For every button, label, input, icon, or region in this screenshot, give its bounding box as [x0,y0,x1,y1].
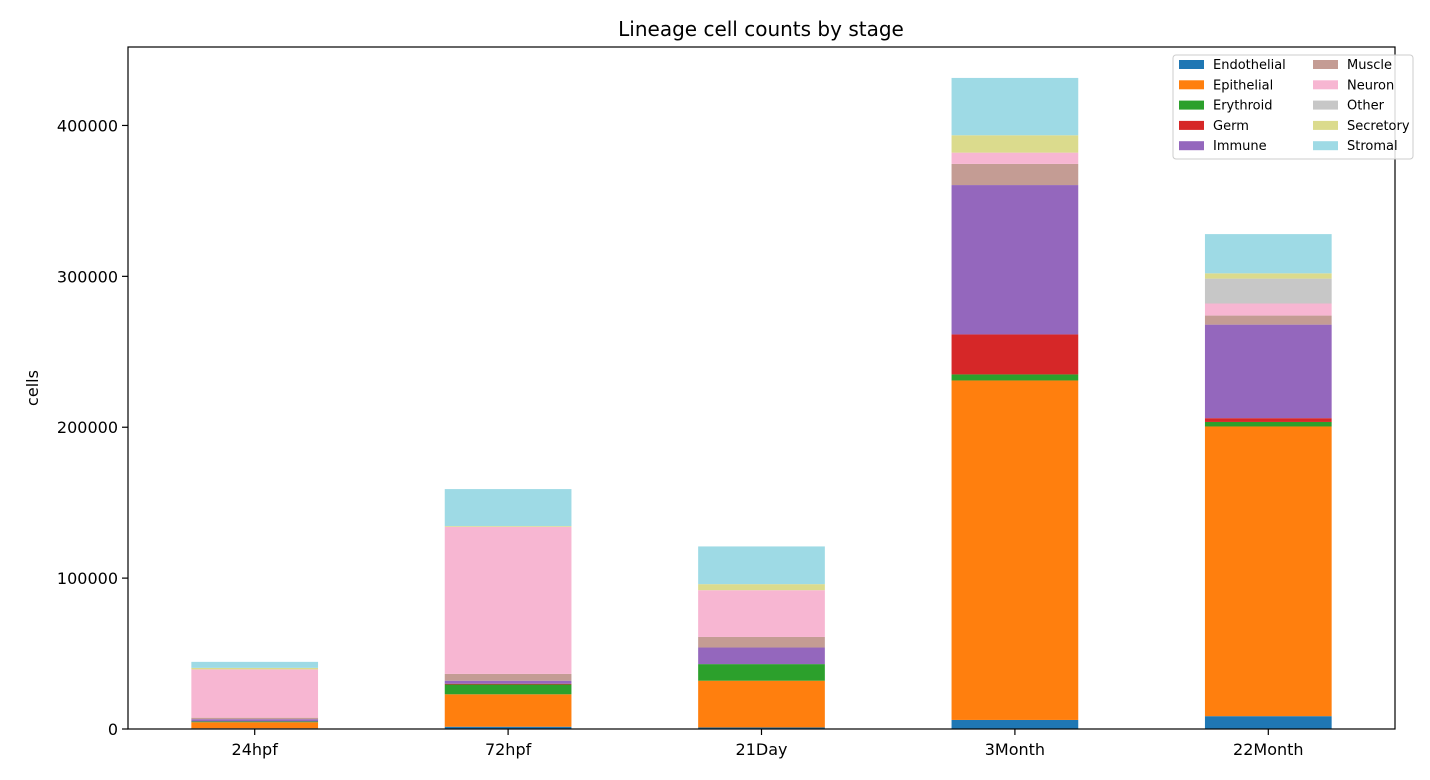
bar-segment [951,185,1079,335]
bar-segment [444,694,572,727]
bar-segment [698,590,825,637]
chart-title: Lineage cell counts by stage [618,17,904,41]
bar-segment [444,684,572,695]
bar-segment [1204,324,1332,419]
legend-swatch [1179,80,1204,90]
bar-segment [444,683,572,685]
bar-segment [698,636,825,648]
bar-segment [951,77,1079,136]
bar-segment [1204,418,1332,422]
bar-segment [1204,426,1332,717]
legend-swatch [1313,60,1338,69]
y-tick-label: 0 [108,720,118,739]
y-tick-label: 300000 [57,267,118,286]
y-tick-label: 400000 [57,116,118,135]
bar-segment [951,380,1079,720]
legend-label: Stromal [1347,139,1398,154]
bar-segment [191,661,319,668]
bar-segment [191,669,319,718]
bar-segment [1204,234,1332,274]
bar-segment [1204,273,1332,279]
bar-segment [1204,716,1332,729]
legend-label: Neuron [1347,78,1394,93]
bar-segment [191,667,319,670]
x-tick-label: 3Month [985,740,1045,759]
legend-frame [1172,54,1414,160]
legend-label: Other [1347,99,1385,114]
legend-swatch [1179,141,1204,151]
legend-swatch [1313,141,1338,151]
bar-segment [444,673,572,681]
x-tick-label: 24hpf [232,740,279,759]
bar-segment [951,719,1079,729]
legend-swatch [1313,120,1338,130]
bar-segment [444,526,572,527]
legend-label: Epithelial [1213,78,1273,93]
bar-segment [191,721,319,723]
bar-segment [698,727,825,729]
bar-segment [951,152,1079,164]
bar-segment [444,526,572,674]
bars-group [191,77,1332,729]
legend-label: Endothelial [1213,58,1286,73]
bar-segment [444,489,572,527]
bar-segment [1204,421,1332,427]
bar-segment [191,719,319,722]
legend-swatch [1179,60,1204,69]
bar-segment [698,584,825,591]
legend-swatch [1313,80,1338,90]
bar-segment [698,664,825,681]
bar-segment [1204,315,1332,325]
legend-swatch [1179,120,1204,130]
bar-segment [191,717,319,720]
y-tick-label: 200000 [57,418,118,437]
bar-segment [698,680,825,728]
bar-segment [444,726,572,729]
legend-label: Immune [1213,139,1267,154]
bar-segment [951,163,1079,186]
x-tick-label: 22Month [1233,740,1304,759]
bar-segment [951,334,1079,375]
legend: Endothelial Epithelial Erythroid Germ Immune… [1172,54,1414,160]
plot-frame [127,46,1396,730]
legend-label: Secretory [1347,119,1410,134]
x-tick-label: 21Day [736,740,788,759]
legend-swatch [1313,100,1338,110]
bar-segment [951,374,1079,381]
bar-segment [1204,303,1332,316]
bar-segment [444,680,572,684]
legend-label: Muscle [1347,58,1392,73]
legend-swatch [1179,100,1204,110]
legend-label: Germ [1213,119,1249,134]
bar-segment [698,546,825,585]
bar-segment [951,135,1079,153]
y-axis-label: cells [23,370,42,406]
bar-segment [191,722,319,729]
y-tick-label: 100000 [57,569,118,588]
x-tick-label: 72hpf [485,740,532,759]
bar-segment [1204,278,1332,304]
legend-label: Erythroid [1213,99,1272,114]
bar-segment [698,647,825,665]
axes-group: 0 100000 200000 300000 400000 24hpf 72hpf 21Day… [57,116,1304,759]
